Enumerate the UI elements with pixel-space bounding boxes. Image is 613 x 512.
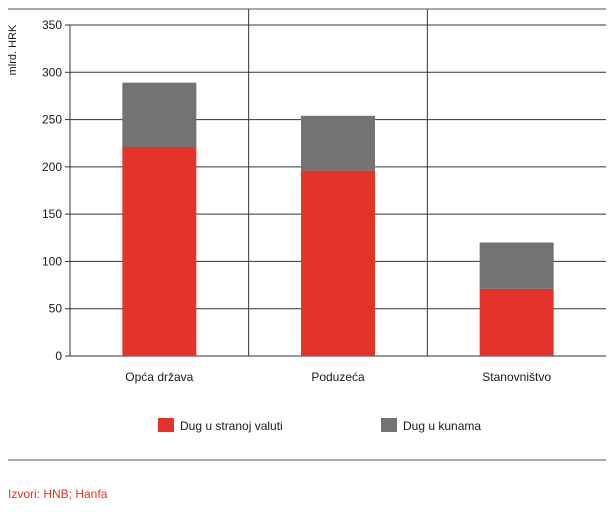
source-note: Izvori: HNB; Hanfa xyxy=(8,487,108,501)
legend-swatch xyxy=(158,418,174,432)
x-category-label: Stanovništvo xyxy=(482,370,551,384)
category-separators xyxy=(248,9,428,356)
bar-segment-kuna xyxy=(122,82,197,147)
y-tick-label: 300 xyxy=(42,65,62,79)
y-tick-label: 350 xyxy=(42,18,62,32)
x-category-labels: Opća država Poduzeća Stanovništvo xyxy=(125,370,551,384)
bar-segment-kuna xyxy=(479,242,554,289)
y-tick-label: 100 xyxy=(42,254,62,268)
legend-label: Dug u stranoj valuti xyxy=(180,419,283,433)
y-tick-label: 250 xyxy=(42,113,62,127)
legend-label: Dug u kunama xyxy=(403,419,481,433)
y-tick-label: 50 xyxy=(49,302,63,316)
bar-segment-foreign-currency xyxy=(122,146,197,356)
y-tick-label: 0 xyxy=(55,349,62,363)
bar-segment-foreign-currency xyxy=(479,288,554,356)
y-tick-label: 200 xyxy=(42,160,62,174)
y-tick-labels: 0 50 100 150 200 250 300 350 xyxy=(42,18,62,363)
bar-segment-kuna xyxy=(301,115,375,171)
legend: Dug u stranoj valuti Dug u kunama xyxy=(158,418,481,433)
bar-segment-foreign-currency xyxy=(301,170,375,356)
y-tick-label: 150 xyxy=(42,207,62,221)
y-axis-label: mlrd. HRK xyxy=(7,24,19,75)
bars xyxy=(122,82,554,356)
legend-swatch xyxy=(381,418,397,432)
x-category-label: Opća država xyxy=(125,370,193,384)
x-category-label: Poduzeća xyxy=(311,370,365,384)
